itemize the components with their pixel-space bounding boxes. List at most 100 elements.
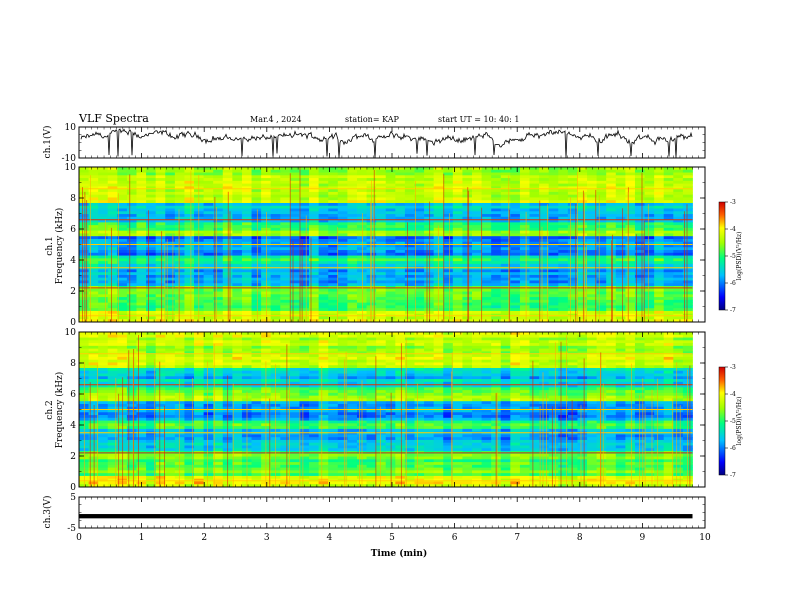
ch1-spectrogram-cell (155, 178, 166, 182)
ch1-spectrogram-cell (356, 208, 367, 212)
ch1-spectrogram-cell (577, 319, 588, 323)
ch1-spectrogram-cell (347, 211, 358, 215)
ch1-spectrogram-cell (376, 280, 387, 284)
ch1-spectrogram-cell (222, 288, 233, 292)
ch2-spectrogram-cell (165, 423, 176, 427)
ch1-spectrogram-cell (280, 299, 291, 304)
ch1-spectrogram-cell (404, 263, 415, 268)
ch1-spectrogram-cell (155, 291, 166, 295)
ch1-spectrogram-cell (309, 299, 320, 304)
ch1-spectrogram-cell (203, 302, 214, 306)
ch1-spectrogram-cell (481, 172, 492, 176)
ch2-spectrogram-cell (107, 434, 118, 438)
ch1-spectrogram-cell (280, 208, 291, 212)
ch1-spectrogram-cell (558, 297, 569, 301)
ch1-spectrogram-cell (634, 310, 645, 315)
ch1-spectrogram-cell (587, 175, 598, 179)
ch1-spectrogram-cell (79, 283, 89, 287)
ch1-spectrogram-cell (232, 175, 243, 179)
ch1-spectrogram-cell (395, 169, 406, 173)
ch1-spectrogram-cell (452, 216, 463, 220)
ch1-spectrogram-cell (289, 277, 300, 281)
ch1-spectrogram-cell (682, 261, 693, 265)
ch2-spectrogram-cell (88, 354, 99, 358)
ch1-spectrogram-cell (529, 288, 540, 292)
ch1-spectrogram-cell (318, 294, 329, 298)
ch2-spectrogram-cell (174, 417, 185, 421)
ch1-spectrogram-cell (385, 310, 396, 315)
ch1-spectrogram-cell (443, 277, 454, 281)
ch1-spectrogram-cell (126, 219, 137, 223)
ch1-spectrogram-cell (347, 208, 358, 212)
ch1-spectrogram-cell (184, 274, 195, 279)
ch1-spectrogram-cell (136, 310, 147, 315)
ch2-spectrogram-cell (203, 406, 214, 410)
ch2-spectrogram-cell (126, 345, 137, 350)
ch1-spectrogram-cell (548, 263, 559, 268)
ch2-spectrogram-cell (117, 434, 128, 438)
ch1-spectrogram-cell (433, 230, 444, 234)
ch1-spectrogram-cell (481, 247, 492, 251)
ch1-spectrogram-cell (395, 291, 406, 295)
ch1-spectrogram-cell (558, 194, 569, 198)
ch1-spectrogram-cell (337, 302, 348, 306)
ch1-spectrogram-cell (347, 238, 358, 243)
ch1-spectrogram-cell (654, 258, 665, 262)
ch1-spectrogram-cell (529, 297, 540, 301)
ch1-spectrogram-cell (299, 288, 310, 292)
ch1-spectrogram-cell (318, 214, 329, 218)
ch1-spectrogram-cell (261, 191, 272, 196)
ch1-spectrogram-cell (558, 261, 569, 265)
ch1-spectrogram-cell (548, 197, 559, 201)
ch2-spectrogram-cell (194, 448, 205, 452)
ch1-spectrogram-cell (558, 178, 569, 182)
ch1-spectrogram-cell (529, 189, 540, 193)
ch1-spectrogram-cell (472, 310, 482, 315)
ch1-spectrogram-cell (424, 305, 435, 309)
ch2-spectrogram-cell (126, 373, 137, 377)
ch1-spectrogram-cell (194, 167, 205, 171)
ch2-spectrogram-cell (203, 367, 214, 372)
ch1-spectrogram-cell (682, 299, 693, 304)
ch1-spectrogram-cell (155, 233, 166, 237)
ch2-spectrogram-cell (136, 406, 147, 410)
ch2-spectrogram-cell (136, 384, 147, 388)
ch1-spectrogram-cell (299, 175, 310, 179)
ch1-spectrogram-cell (88, 291, 99, 295)
ch1-spectrogram-cell (634, 313, 645, 317)
ch1-spectrogram-cell (500, 180, 511, 185)
ch1-spectrogram-cell (404, 283, 415, 287)
ch1-spectrogram-cell (241, 280, 252, 284)
ch2-spectrogram-cell (107, 481, 118, 485)
ch1-spectrogram-cell (289, 258, 300, 262)
ch1-spectrogram-cell (328, 236, 339, 240)
ch1-spectrogram-cell (481, 194, 492, 198)
ch1-spectrogram-cell (654, 238, 665, 243)
ch1-spectrogram-cell (79, 211, 89, 215)
ch1-spectrogram-cell (682, 230, 693, 234)
ch1-spectrogram-cell (615, 277, 626, 281)
ch1-spectrogram-cell (203, 200, 214, 204)
ch1-spectrogram-cell (232, 310, 243, 315)
ch1-spectrogram-cell (241, 250, 252, 254)
ch1-spectrogram-cell (126, 255, 137, 259)
ch1-spectrogram-cell (318, 305, 329, 309)
ch2-spectrogram-cell (203, 395, 214, 399)
ch1-spectrogram-cell (673, 189, 684, 193)
ch2-spectrogram-cell (203, 356, 214, 361)
ch1-spectrogram-cell (318, 272, 329, 276)
ch1-spectrogram-cell (682, 200, 693, 204)
ch1-spectrogram-cell (126, 238, 137, 243)
ch1-spectrogram-cell (577, 178, 588, 182)
ch1-spectrogram-cell (500, 233, 511, 237)
ch1-spectrogram-cell (289, 205, 300, 209)
ch1-spectrogram-cell (88, 288, 99, 292)
ch1-spectrogram-cell (481, 227, 492, 232)
ch1-spectrogram-cell (500, 319, 511, 323)
ch1-spectrogram-cell (433, 167, 444, 171)
ch1-spectrogram-cell (615, 319, 626, 323)
ch1-spectrogram-cell (472, 250, 482, 254)
ch2-spectrogram-cell (117, 340, 128, 344)
ch1-spectrogram-cell (414, 214, 425, 218)
ch1-spectrogram-cell (79, 288, 89, 292)
